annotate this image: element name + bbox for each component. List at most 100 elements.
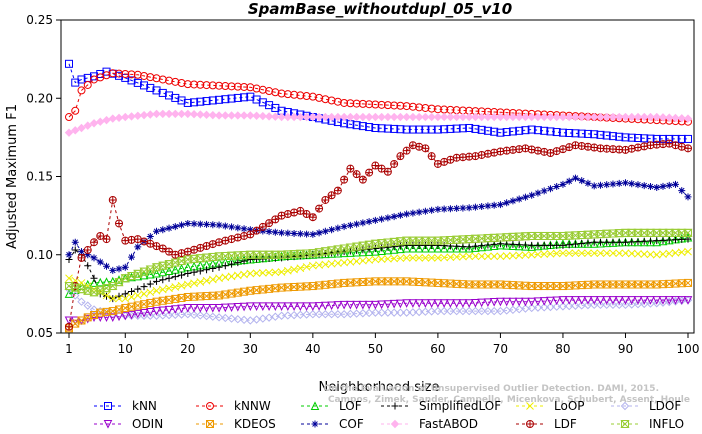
series-simplifiedlof: [65, 235, 692, 303]
data-point: [471, 124, 480, 133]
data-point: [115, 219, 124, 228]
data-point: [508, 145, 517, 154]
series-line-loop: [68, 251, 689, 300]
data-point: [258, 250, 268, 259]
data-point: [327, 259, 336, 268]
data-point: [215, 221, 223, 229]
data-point: [389, 308, 399, 317]
data-point: [627, 133, 636, 142]
data-point: [577, 296, 587, 305]
data-point: [96, 231, 105, 240]
data-point: [377, 164, 386, 173]
data-point: [414, 112, 424, 122]
data-point: [140, 283, 148, 291]
data-point: [71, 106, 80, 115]
data-point: [533, 146, 542, 155]
data-point: [171, 223, 179, 231]
data-point: [652, 299, 661, 308]
data-point: [677, 228, 687, 237]
data-point: [227, 111, 236, 120]
data-point: [527, 125, 536, 134]
data-point: [439, 236, 449, 245]
data-point: [652, 228, 662, 237]
data-point: [590, 112, 599, 122]
data-point: [677, 296, 687, 305]
data-point: [546, 127, 555, 136]
data-point: [595, 230, 606, 239]
data-point: [439, 112, 449, 122]
data-point: [221, 313, 230, 323]
data-point: [208, 303, 218, 313]
data-point: [578, 239, 586, 247]
data-point: [302, 112, 311, 122]
data-point: [158, 285, 167, 294]
data-point: [427, 254, 436, 262]
data-point: [521, 251, 530, 259]
data-point: [90, 72, 99, 81]
data-point: [228, 260, 236, 268]
data-point: [684, 278, 692, 287]
data-point: [589, 230, 599, 239]
data-point: [596, 181, 604, 189]
data-point: [140, 71, 149, 80]
legend-marker: [311, 420, 319, 428]
data-point: [171, 310, 180, 320]
data-point: [452, 112, 461, 122]
series-ldf: [65, 139, 692, 331]
data-point: [321, 249, 330, 259]
data-point: [158, 261, 168, 270]
data-point: [583, 129, 592, 138]
data-point: [402, 308, 411, 317]
data-point: [521, 112, 530, 122]
x-tick-label: 40: [305, 342, 320, 356]
data-point: [202, 110, 211, 120]
data-point: [433, 125, 442, 134]
data-point: [258, 302, 268, 312]
legend-item-knn: kNN: [94, 399, 157, 413]
data-point: [177, 96, 186, 105]
data-point: [502, 241, 511, 250]
data-point: [333, 112, 343, 122]
data-point: [558, 112, 568, 122]
data-point: [202, 81, 211, 90]
data-point: [302, 210, 311, 219]
data-point: [283, 302, 293, 312]
data-point: [220, 252, 231, 261]
data-point: [296, 91, 305, 100]
series-line-lof: [68, 237, 689, 295]
data-point: [602, 131, 611, 140]
data-point: [427, 152, 436, 161]
data-point: [683, 228, 693, 237]
data-point: [583, 112, 593, 122]
data-point: [583, 300, 593, 310]
data-point: [396, 244, 405, 254]
data-point: [371, 308, 380, 317]
legend: kNN kNNW LOF SimplifiedLOF LoOP LDOF ODIN KDEOS…: [94, 399, 684, 431]
data-point: [614, 296, 624, 305]
data-point: [127, 112, 136, 121]
data-point: [534, 250, 542, 259]
data-point: [621, 296, 630, 305]
data-point: [446, 205, 454, 213]
data-point: [133, 70, 142, 79]
data-point: [95, 277, 105, 287]
legend-marker: [390, 419, 400, 429]
data-point: [371, 161, 380, 170]
data-point: [189, 254, 199, 263]
data-point: [358, 122, 367, 131]
data-point: [340, 175, 349, 184]
data-point: [314, 302, 324, 311]
data-point: [646, 296, 655, 305]
data-point: [246, 111, 255, 120]
data-point: [165, 284, 173, 293]
series-line-ldof: [68, 288, 689, 322]
data-point: [96, 69, 105, 78]
x-axis: 1 10 20 30 40 50 60 70 80 90 100: [65, 333, 699, 356]
data-point: [127, 70, 136, 79]
data-point: [228, 223, 236, 231]
data-point: [671, 297, 680, 306]
data-point: [271, 88, 280, 97]
data-point: [358, 241, 368, 250]
data-point: [178, 221, 186, 229]
data-point: [233, 82, 242, 91]
